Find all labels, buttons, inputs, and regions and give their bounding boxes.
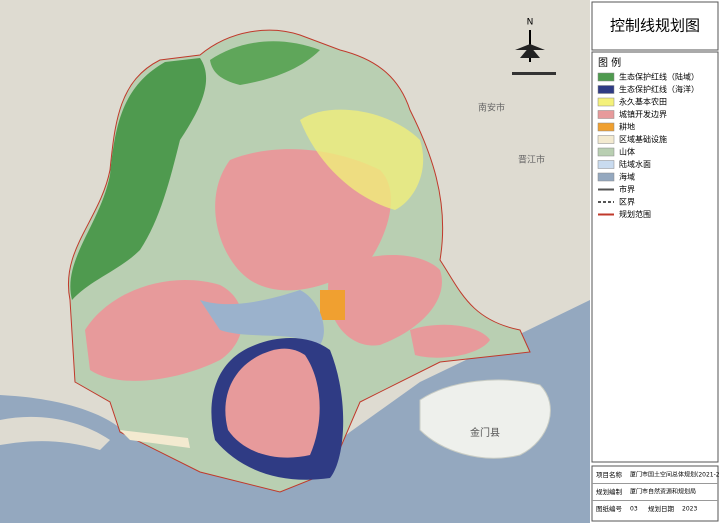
- legend-swatch: [597, 135, 615, 144]
- sheet-title: 控制线规划图: [610, 17, 700, 35]
- xiamen-island: [225, 348, 320, 458]
- place-label: 晋江市: [518, 154, 545, 166]
- bay: [200, 290, 324, 345]
- compass: [515, 44, 545, 58]
- legend-label: 山体: [619, 147, 635, 157]
- info-table: [591, 465, 719, 522]
- legend-swatch: [597, 147, 615, 157]
- legend-label: 生态保护红线（海洋）: [619, 84, 699, 94]
- legend-label: 陆域水面: [619, 159, 651, 169]
- table-cell: 2023: [682, 506, 697, 513]
- compass-label: N: [527, 18, 534, 28]
- kinmen: [419, 379, 551, 459]
- legend-label: 永久基本农田: [619, 97, 667, 107]
- sea: [0, 300, 590, 523]
- scale-bar: [512, 72, 556, 75]
- table-cell: 03: [630, 506, 638, 513]
- infrastructure: [120, 430, 190, 448]
- legend-label: 海域: [619, 172, 635, 182]
- legend-label: 耕地: [619, 122, 635, 132]
- farmland: [300, 109, 424, 210]
- urban: [410, 324, 490, 358]
- urban: [215, 149, 391, 291]
- place-label: 南安市: [478, 102, 505, 114]
- table-cell: 规划编制: [596, 487, 623, 496]
- legend-box: [591, 51, 719, 463]
- urban: [328, 255, 442, 346]
- legend-label: 规划范围: [619, 209, 651, 219]
- coast: [0, 416, 110, 450]
- legend-swatch: [597, 122, 615, 132]
- table-cell: 规划日期: [648, 504, 675, 513]
- legend-title: 图 例: [598, 56, 621, 69]
- table-cell: 厦门市国土空间总体规划(2021-2035): [630, 471, 720, 479]
- legend-swatch: [597, 97, 615, 107]
- eco-land: [70, 58, 207, 300]
- eco-land: [210, 41, 320, 85]
- legend-label: 生态保护红线（陆域）: [619, 72, 699, 82]
- legend-swatch: [597, 172, 615, 182]
- legend-swatch: [597, 110, 615, 119]
- cropland: [320, 290, 345, 320]
- place-label: 金门县: [470, 426, 500, 439]
- table-cell: 图纸编号: [596, 504, 623, 513]
- title-box: [591, 1, 719, 51]
- legend-swatch: [597, 160, 615, 169]
- legend-label: 市界: [619, 184, 635, 194]
- legend-label: 城镇开发边界: [619, 109, 667, 119]
- legend: 生态保护红线（陆域） 生态保护红线（海洋） 永久基本农田城镇开发边界耕地区域基础设施…: [597, 72, 699, 219]
- legend-label: 区域基础设施: [619, 134, 667, 144]
- legend-label: 区界: [619, 198, 635, 207]
- table-cell: 厦门市自然资源和规划局: [630, 488, 696, 496]
- legend-swatch: [597, 85, 615, 94]
- legend-swatch: [597, 72, 615, 82]
- urban: [85, 280, 243, 381]
- table-cell: 项目名称: [596, 470, 623, 479]
